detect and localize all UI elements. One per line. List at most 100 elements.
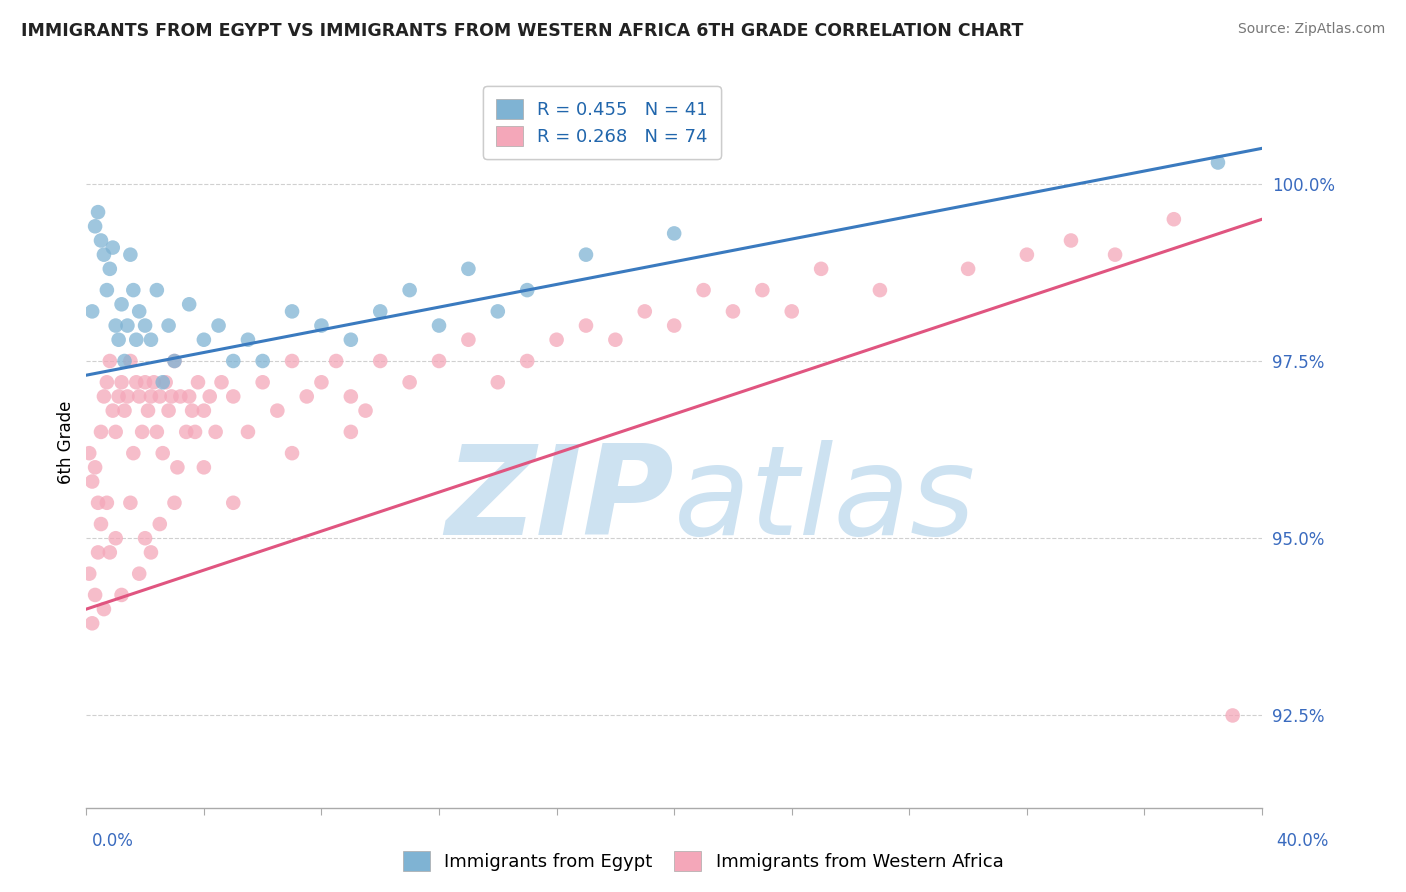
Point — [516, 283, 538, 297]
Point — [780, 304, 803, 318]
Point — [82, 475, 104, 489]
Point — [87, 205, 110, 219]
Point — [155, 376, 177, 390]
Point — [152, 446, 174, 460]
Point — [134, 318, 156, 333]
Point — [427, 318, 450, 333]
Point — [222, 496, 245, 510]
Point — [134, 531, 156, 545]
Point — [486, 304, 509, 318]
Point — [82, 304, 104, 318]
Point — [139, 545, 162, 559]
Point — [236, 425, 259, 439]
Point — [575, 248, 598, 262]
Point — [134, 376, 156, 390]
Point — [101, 403, 124, 417]
Point — [84, 460, 107, 475]
Point — [131, 425, 153, 439]
Point — [125, 333, 148, 347]
Point — [266, 403, 288, 417]
Point — [87, 545, 110, 559]
Point — [120, 496, 142, 510]
Point — [340, 389, 363, 403]
Point — [457, 333, 479, 347]
Point — [181, 403, 204, 417]
Point — [139, 389, 162, 403]
Point — [1104, 248, 1126, 262]
Point — [236, 333, 259, 347]
Point — [122, 446, 145, 460]
Point — [104, 318, 127, 333]
Point — [575, 318, 598, 333]
Point — [311, 318, 333, 333]
Point — [163, 354, 186, 368]
Point — [222, 354, 245, 368]
Point — [90, 425, 112, 439]
Point — [90, 234, 112, 248]
Point — [662, 227, 685, 241]
Point — [120, 354, 142, 368]
Point — [193, 333, 215, 347]
Text: 0.0%: 0.0% — [91, 831, 134, 849]
Point — [93, 602, 115, 616]
Y-axis label: 6th Grade: 6th Grade — [58, 401, 75, 484]
Point — [93, 389, 115, 403]
Point — [605, 333, 627, 347]
Point — [281, 304, 304, 318]
Legend: R = 0.455   N = 41, R = 0.268   N = 74: R = 0.455 N = 41, R = 0.268 N = 74 — [484, 87, 721, 159]
Point — [98, 545, 121, 559]
Point — [160, 389, 183, 403]
Point — [107, 389, 129, 403]
Point — [810, 261, 832, 276]
Point — [193, 403, 215, 417]
Point — [139, 333, 162, 347]
Point — [128, 566, 150, 581]
Point — [179, 389, 201, 403]
Point — [142, 376, 165, 390]
Point — [427, 354, 450, 368]
Point — [152, 376, 174, 390]
Text: IMMIGRANTS FROM EGYPT VS IMMIGRANTS FROM WESTERN AFRICA 6TH GRADE CORRELATION CH: IMMIGRANTS FROM EGYPT VS IMMIGRANTS FROM… — [21, 22, 1024, 40]
Point — [163, 354, 186, 368]
Point — [77, 446, 100, 460]
Point — [340, 333, 363, 347]
Text: atlas: atlas — [673, 441, 976, 561]
Point — [117, 389, 139, 403]
Point — [84, 588, 107, 602]
Point — [87, 496, 110, 510]
Point — [101, 241, 124, 255]
Point — [204, 425, 226, 439]
Point — [136, 403, 159, 417]
Point — [957, 261, 980, 276]
Point — [128, 389, 150, 403]
Point — [179, 297, 201, 311]
Text: Source: ZipAtlas.com: Source: ZipAtlas.com — [1237, 22, 1385, 37]
Point — [692, 283, 714, 297]
Point — [252, 376, 274, 390]
Point — [1163, 212, 1185, 227]
Point — [128, 304, 150, 318]
Point — [98, 261, 121, 276]
Point — [174, 425, 197, 439]
Text: ZIP: ZIP — [446, 441, 673, 561]
Point — [110, 376, 132, 390]
Point — [1015, 248, 1038, 262]
Point — [169, 389, 191, 403]
Point — [311, 376, 333, 390]
Point — [96, 283, 118, 297]
Point — [77, 566, 100, 581]
Point — [516, 354, 538, 368]
Text: 40.0%: 40.0% — [1277, 831, 1329, 849]
Point — [187, 376, 209, 390]
Point — [281, 446, 304, 460]
Point — [84, 219, 107, 234]
Point — [96, 496, 118, 510]
Point — [163, 496, 186, 510]
Point — [184, 425, 207, 439]
Point — [398, 376, 420, 390]
Point — [149, 389, 172, 403]
Point — [457, 261, 479, 276]
Point — [211, 376, 233, 390]
Point — [869, 283, 891, 297]
Point — [114, 403, 136, 417]
